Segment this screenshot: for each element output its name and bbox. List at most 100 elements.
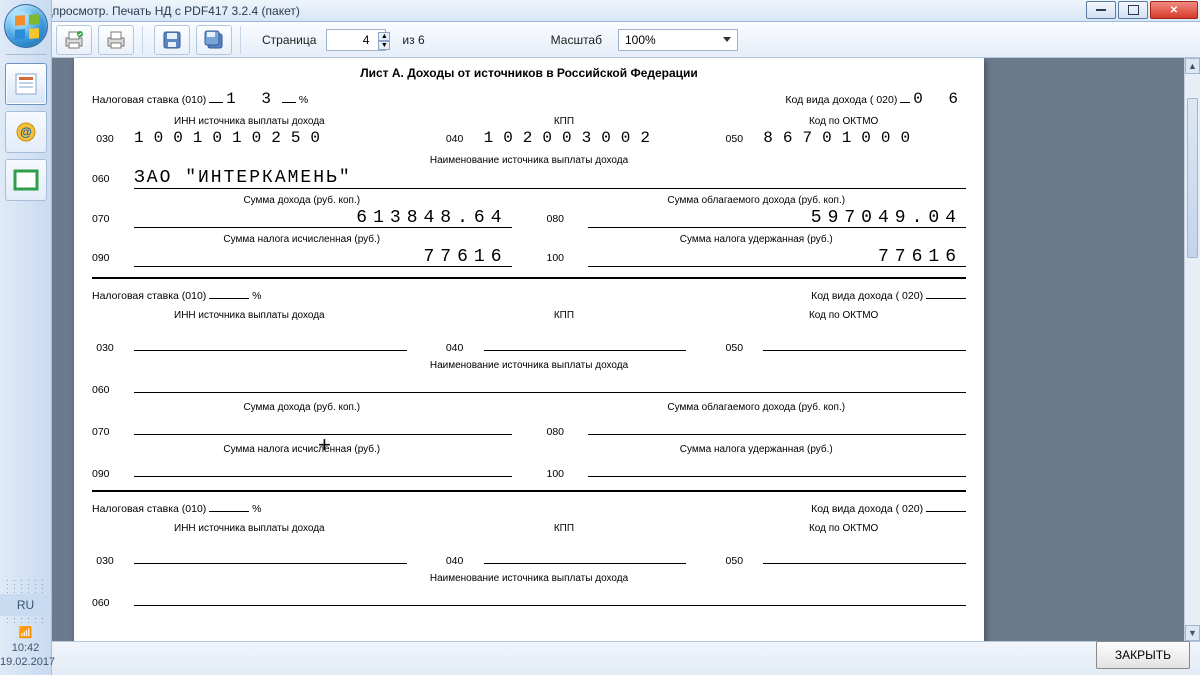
page-spin-down[interactable]: ▼ xyxy=(378,41,390,50)
label-kpp-2: КПП xyxy=(442,310,687,321)
document-viewport[interactable]: Лист А. Доходы от источников в Российско… xyxy=(52,58,1200,675)
fieldnum-030-2: 030 xyxy=(92,342,118,354)
label-income-kind: Код вида дохода ( 020) xyxy=(785,94,897,106)
value-inn: 1001010250 xyxy=(134,129,330,147)
scroll-down-button[interactable]: ▼ xyxy=(1185,625,1200,641)
label-sum-taxable: Сумма облагаемого дохода (руб. коп.) xyxy=(546,195,966,206)
taskbar: @ : : : : : :: : : : : : RU : : : : : : … xyxy=(0,0,52,675)
tray-grip-2: : : : : : : xyxy=(0,616,51,624)
label-sum-taxable-2: Сумма облагаемого дохода (руб. коп.) xyxy=(546,402,966,413)
empty-field xyxy=(134,415,512,435)
label-kpp-3: КПП xyxy=(442,523,687,534)
page-number-input[interactable] xyxy=(326,29,386,51)
taskbar-app-2[interactable]: @ xyxy=(5,111,47,153)
empty-field xyxy=(763,331,966,351)
print-button[interactable] xyxy=(98,25,134,55)
close-button[interactable]: ЗАКРЫТЬ xyxy=(1096,641,1190,669)
fieldnum-070: 070 xyxy=(92,213,118,225)
label-tax-rate-2: Налоговая ставка (010) xyxy=(92,290,206,302)
label-source-name-2: Наименование источника выплаты дохода xyxy=(92,360,966,371)
label-sum-income-2: Сумма дохода (руб. коп.) xyxy=(92,402,512,413)
label-income-kind-3: Код вида дохода ( 020) xyxy=(811,503,923,515)
window-maximize-button[interactable] xyxy=(1118,1,1148,19)
label-income-kind-2: Код вида дохода ( 020) xyxy=(811,290,923,302)
value-tax-calc: 77616 xyxy=(134,247,512,267)
scroll-thumb[interactable] xyxy=(1187,98,1198,258)
fieldnum-090-2: 090 xyxy=(92,468,118,480)
document-page: Лист А. Доходы от источников в Российско… xyxy=(74,58,984,675)
taskbar-app-3[interactable] xyxy=(5,159,47,201)
window-title: Предпросмотр. Печать НД с PDF417 3.2.4 (… xyxy=(24,4,300,18)
tray-network-icon[interactable]: 📶 xyxy=(0,624,51,641)
empty-field xyxy=(134,373,966,393)
section-divider-2 xyxy=(92,490,966,492)
form-title: Лист А. Доходы от источников в Российско… xyxy=(92,66,966,80)
zoom-select[interactable]: 100% xyxy=(618,29,738,51)
empty-field xyxy=(484,544,687,564)
taskbar-app-preview[interactable] xyxy=(5,63,47,105)
label-source-name: Наименование источника выплаты дохода xyxy=(92,155,966,166)
scroll-up-button[interactable]: ▲ xyxy=(1185,58,1200,74)
label-source-name-3: Наименование источника выплаты дохода xyxy=(92,573,966,584)
fieldnum-070-2: 070 xyxy=(92,426,118,438)
page-total: из 6 xyxy=(402,33,424,47)
value-tax-withheld: 77616 xyxy=(588,247,966,267)
empty-field xyxy=(134,331,407,351)
label-tax-calc: Сумма налога исчисленная (руб.) xyxy=(92,234,512,245)
label-inn: ИНН источника выплаты дохода xyxy=(92,116,407,127)
label-sum-income: Сумма дохода (руб. коп.) xyxy=(92,195,512,206)
label-tax-withheld: Сумма налога удержанная (руб.) xyxy=(546,234,966,245)
vertical-scrollbar[interactable]: ▲ ▼ xyxy=(1184,58,1200,641)
empty-field xyxy=(588,457,966,477)
empty-field xyxy=(484,331,687,351)
fieldnum-040: 040 xyxy=(442,133,468,145)
chevron-down-icon xyxy=(723,37,731,42)
label-oktmo-3: Код по ОКТМО xyxy=(721,523,966,534)
value-sum-income: 613848.64 xyxy=(134,208,512,228)
value-oktmo: 86701000 xyxy=(763,129,920,147)
empty-field xyxy=(134,457,512,477)
window-close-button[interactable] xyxy=(1150,1,1198,19)
empty-field xyxy=(763,544,966,564)
empty-field xyxy=(134,544,407,564)
window-minimize-button[interactable] xyxy=(1086,1,1116,19)
section-divider xyxy=(92,277,966,279)
fieldnum-080-2: 080 xyxy=(546,426,572,438)
zoom-label: Масштаб xyxy=(551,33,602,47)
start-button[interactable] xyxy=(4,4,48,48)
fieldnum-040-2: 040 xyxy=(442,342,468,354)
tray-clock[interactable]: 10:42 xyxy=(0,641,51,655)
label-oktmo-2: Код по ОКТМО xyxy=(721,310,966,321)
fieldnum-060-3: 060 xyxy=(92,597,118,609)
print-default-button[interactable] xyxy=(56,25,92,55)
fieldnum-030-3: 030 xyxy=(92,555,118,567)
page-label: Страница xyxy=(262,33,316,47)
label-inn-2: ИНН источника выплаты дохода xyxy=(92,310,407,321)
save-button[interactable] xyxy=(154,25,190,55)
window-titlebar: Предпросмотр. Печать НД с PDF417 3.2.4 (… xyxy=(0,0,1200,22)
label-oktmo: Код по ОКТМО xyxy=(721,116,966,127)
preview-toolbar: Страница ▲ ▼ из 6 Масштаб 100% xyxy=(0,22,1200,58)
label-kpp: КПП xyxy=(442,116,687,127)
value-source: ЗАО "ИНТЕРКАМЕНЬ" xyxy=(134,168,966,189)
fieldnum-030: 030 xyxy=(92,133,118,145)
fieldnum-050: 050 xyxy=(721,133,747,145)
tray-grip: : : : : : :: : : : : : xyxy=(0,578,51,594)
save-all-button[interactable] xyxy=(196,25,232,55)
label-percent-2: % xyxy=(252,290,261,302)
empty-field xyxy=(134,586,966,606)
value-kpp: 102003002 xyxy=(484,129,660,147)
label-percent-3: % xyxy=(252,503,261,515)
tray-date[interactable]: 19.02.2017 xyxy=(0,655,51,669)
fieldnum-080: 080 xyxy=(546,213,572,225)
svg-text:@: @ xyxy=(20,125,32,139)
label-tax-rate-3: Налоговая ставка (010) xyxy=(92,503,206,515)
fieldnum-050-3: 050 xyxy=(721,555,747,567)
page-spin-up[interactable]: ▲ xyxy=(378,32,390,41)
empty-field xyxy=(588,415,966,435)
statusbar xyxy=(52,641,1200,675)
fieldnum-060-2: 060 xyxy=(92,384,118,396)
label-inn-3: ИНН источника выплаты дохода xyxy=(92,523,407,534)
language-indicator[interactable]: RU xyxy=(0,594,51,616)
label-percent: % xyxy=(299,94,308,106)
